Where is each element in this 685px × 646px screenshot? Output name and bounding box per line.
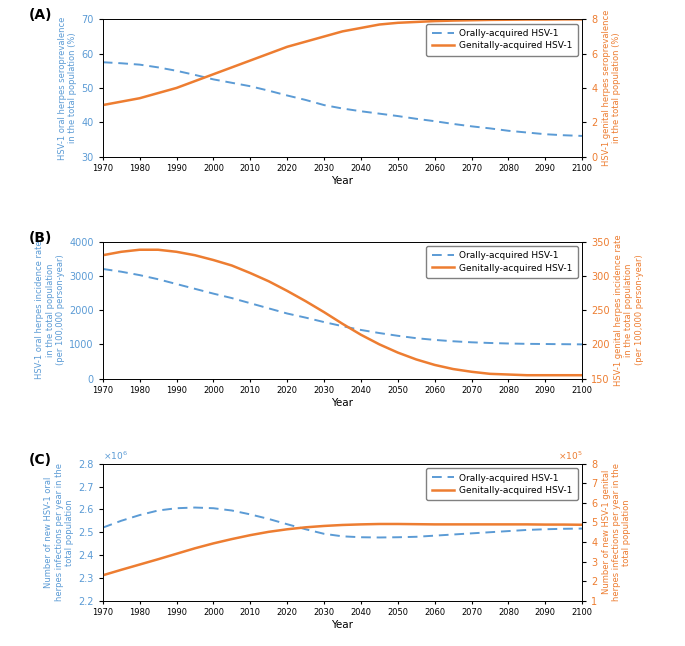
Y-axis label: HSV-1 genital herpes incidence rate
in the total population
(per 100,000 person-: HSV-1 genital herpes incidence rate in t… (614, 234, 644, 386)
Text: $\times10^6$: $\times10^6$ (103, 450, 127, 463)
Y-axis label: Number of new HSV-1 genital
herpes infections per year in the
total population: Number of new HSV-1 genital herpes infec… (601, 463, 632, 601)
X-axis label: Year: Year (332, 398, 353, 408)
Legend: Orally-acquired HSV-1, Genitally-acquired HSV-1: Orally-acquired HSV-1, Genitally-acquire… (427, 246, 577, 278)
X-axis label: Year: Year (332, 176, 353, 186)
Legend: Orally-acquired HSV-1, Genitally-acquired HSV-1: Orally-acquired HSV-1, Genitally-acquire… (427, 24, 577, 56)
Y-axis label: Number of new HSV-1 oral
herpes infections per year in the
total population: Number of new HSV-1 oral herpes infectio… (45, 463, 74, 601)
Text: (C): (C) (28, 453, 51, 466)
Y-axis label: HSV-1 oral herpes seroprevalence
in the total population (%): HSV-1 oral herpes seroprevalence in the … (58, 16, 77, 160)
Y-axis label: HSV-1 genital herpes seroprevalence
in the total population (%): HSV-1 genital herpes seroprevalence in t… (601, 10, 621, 166)
Text: (A): (A) (28, 8, 52, 23)
Y-axis label: HSV-1 oral herpes incidence rate
in the total population
(per 100,000 person-yea: HSV-1 oral herpes incidence rate in the … (35, 241, 65, 379)
Text: (B): (B) (28, 231, 52, 245)
Text: $\times10^5$: $\times10^5$ (558, 450, 582, 463)
X-axis label: Year: Year (332, 620, 353, 630)
Legend: Orally-acquired HSV-1, Genitally-acquired HSV-1: Orally-acquired HSV-1, Genitally-acquire… (427, 468, 577, 500)
